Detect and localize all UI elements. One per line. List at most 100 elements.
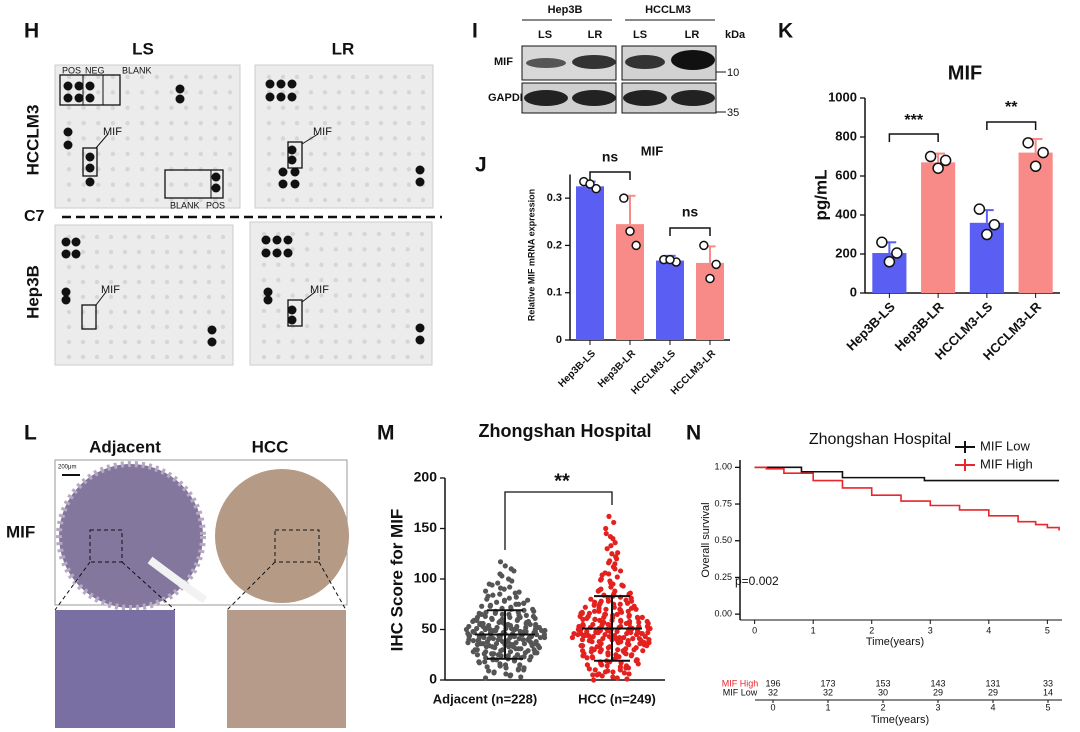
x-tick-label: 4 xyxy=(986,625,991,635)
data-point xyxy=(489,615,495,621)
x-tick-label: 1 xyxy=(811,625,816,635)
data-point xyxy=(614,637,620,643)
data-point xyxy=(613,554,619,560)
array-spot xyxy=(183,105,189,110)
array-spot xyxy=(108,279,114,285)
label-leader xyxy=(95,133,109,149)
band xyxy=(623,90,667,106)
data-point xyxy=(533,641,539,647)
array-spot xyxy=(139,90,145,95)
y-tick-label: 0.00 xyxy=(714,609,732,619)
array-spot xyxy=(364,151,370,157)
array-spot xyxy=(308,74,314,80)
data-point xyxy=(610,674,616,680)
array-spot xyxy=(61,249,71,259)
data-point xyxy=(541,634,548,641)
array-spot xyxy=(392,151,398,157)
chart-title: MIF xyxy=(641,143,663,158)
data-point xyxy=(482,588,489,594)
row-label: HCCLM3 xyxy=(23,105,42,176)
data-point xyxy=(507,649,514,655)
array-spot xyxy=(150,249,156,255)
array-spot xyxy=(333,262,339,267)
array-spot xyxy=(280,197,286,203)
data-point xyxy=(590,621,596,628)
zoom-line xyxy=(121,561,176,611)
array-spot xyxy=(263,295,273,305)
array-spot xyxy=(61,237,71,247)
array-spot xyxy=(150,354,156,360)
data-point xyxy=(571,630,577,637)
y-tick-label: 100 xyxy=(414,570,438,586)
data-point xyxy=(526,638,532,644)
array-spot xyxy=(294,90,300,95)
array-spot xyxy=(94,279,100,285)
data-point xyxy=(609,551,615,557)
array-spot xyxy=(391,354,396,360)
data-point xyxy=(629,652,635,658)
highlight-box xyxy=(287,299,303,327)
array-spot xyxy=(150,234,156,240)
array-spot xyxy=(96,120,101,126)
array-spot xyxy=(198,151,203,157)
array-spot xyxy=(347,262,353,267)
array-spot xyxy=(183,197,189,203)
array-spot xyxy=(333,231,339,237)
array-spot xyxy=(364,136,370,141)
array-spot xyxy=(122,264,128,270)
data-point xyxy=(507,584,513,590)
data-point xyxy=(470,649,476,655)
array-spot xyxy=(376,262,382,267)
y-tick-label: 150 xyxy=(414,519,438,535)
array-spot xyxy=(206,294,212,300)
array-spot xyxy=(122,249,128,255)
data-point xyxy=(486,643,492,649)
survival-curve xyxy=(754,466,1060,482)
array-spot xyxy=(364,182,370,187)
column-label: Adjacent xyxy=(89,437,161,456)
array-spot xyxy=(308,90,314,95)
array-spot xyxy=(362,293,367,298)
array-spot xyxy=(66,120,72,126)
array-spot xyxy=(183,151,189,157)
array-spot xyxy=(392,90,398,95)
y-tick-label: 0.2 xyxy=(547,239,562,251)
array-spot xyxy=(178,279,184,285)
array-spot xyxy=(108,249,114,255)
array-spot xyxy=(405,277,410,283)
data-point xyxy=(610,581,616,587)
array-spot xyxy=(362,277,367,283)
array-spot xyxy=(333,339,339,344)
data-point xyxy=(640,648,646,654)
data-point xyxy=(591,677,597,683)
risk-count: 143 xyxy=(930,678,945,688)
array-spot xyxy=(122,324,128,330)
array-spot xyxy=(304,277,310,283)
array-spot xyxy=(85,163,95,173)
array-spot xyxy=(139,197,145,203)
array-spot xyxy=(227,74,233,80)
array-spot xyxy=(136,249,142,255)
data-point xyxy=(497,571,503,577)
data-point xyxy=(486,581,492,587)
data-point xyxy=(637,641,643,647)
array-spot xyxy=(183,120,189,126)
array-spot xyxy=(136,309,142,315)
array-spot xyxy=(333,324,339,329)
array-spot xyxy=(213,90,218,95)
data-point xyxy=(585,179,595,189)
array-spot xyxy=(376,339,382,344)
array-spot xyxy=(110,136,116,141)
array-spot xyxy=(336,136,342,141)
data-point xyxy=(494,599,500,605)
data-point xyxy=(510,642,517,648)
array-spot xyxy=(290,167,300,177)
data-point xyxy=(481,651,487,657)
data-point xyxy=(891,247,903,259)
array-spot xyxy=(110,167,116,172)
array-spot xyxy=(80,234,86,240)
array-spot xyxy=(290,277,295,283)
risk-count: 29 xyxy=(933,687,943,697)
array-spot xyxy=(178,339,184,345)
data-point xyxy=(625,226,635,236)
